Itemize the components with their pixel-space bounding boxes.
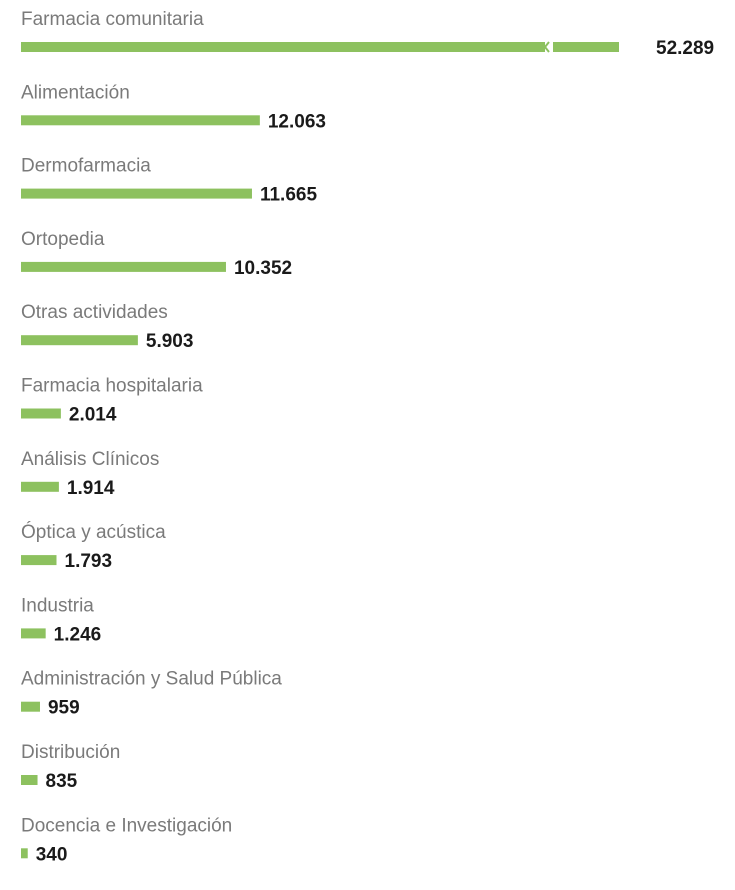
category-label: Óptica y acústica	[21, 521, 166, 543]
category-label: Dermofarmacia	[21, 156, 151, 177]
bar	[21, 848, 28, 859]
bar	[21, 335, 138, 346]
bar	[21, 188, 252, 199]
bar	[21, 115, 260, 126]
category-label: Distribución	[21, 742, 120, 763]
category-label: Alimentación	[21, 82, 130, 103]
bar	[21, 261, 226, 272]
bar	[21, 481, 59, 492]
value-label: 1.793	[65, 551, 113, 572]
bar	[21, 408, 61, 419]
axis-break-mark	[543, 41, 550, 53]
value-label: 5.903	[146, 331, 194, 352]
category-label: Análisis Clínicos	[21, 449, 159, 470]
category-label: Industria	[21, 595, 94, 616]
bar	[21, 42, 545, 52]
bar	[21, 628, 46, 639]
category-label: Ortopedia	[21, 229, 105, 250]
value-label: 835	[46, 771, 78, 792]
value-label: 10.352	[234, 258, 292, 279]
bar	[21, 701, 40, 712]
category-label: Farmacia comunitaria	[21, 9, 204, 30]
bar	[21, 555, 57, 566]
category-label: Administración y Salud Pública	[21, 669, 282, 690]
value-label: 2.014	[69, 405, 117, 426]
value-label: 340	[36, 844, 68, 865]
value-label: 1.246	[54, 624, 102, 645]
category-label: Docencia e Investigación	[21, 815, 232, 836]
value-label: 12.063	[268, 111, 326, 132]
category-label: Farmacia hospitalaria	[21, 376, 203, 397]
value-label: 1.914	[67, 478, 115, 499]
bar-continuation	[553, 42, 619, 52]
category-label: Otras actividades	[21, 302, 168, 323]
value-label: 52.289	[656, 38, 714, 59]
value-label: 11.665	[260, 185, 317, 206]
value-label: 959	[48, 698, 80, 719]
bar	[21, 775, 38, 785]
